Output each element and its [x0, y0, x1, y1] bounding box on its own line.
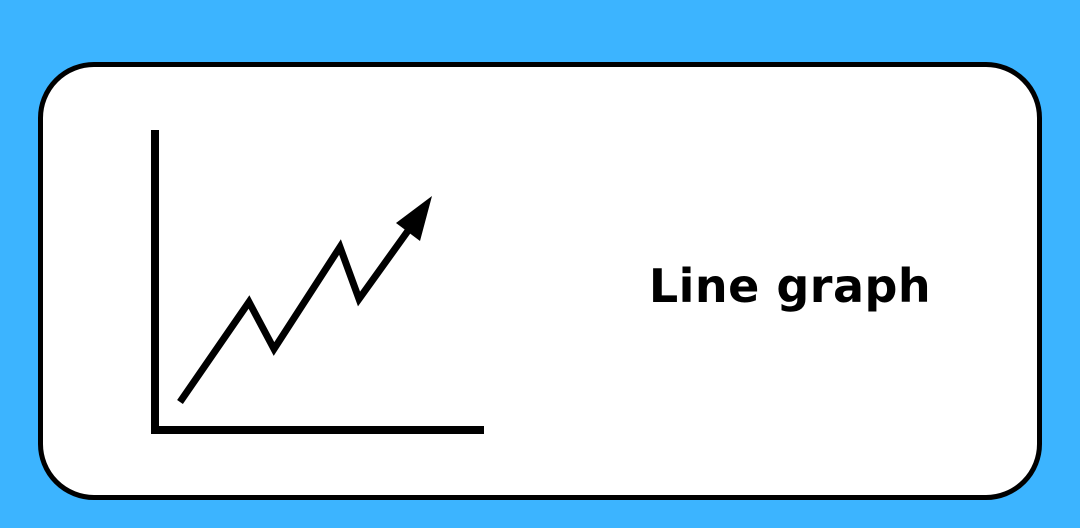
card-title: Line graph — [648, 259, 932, 313]
